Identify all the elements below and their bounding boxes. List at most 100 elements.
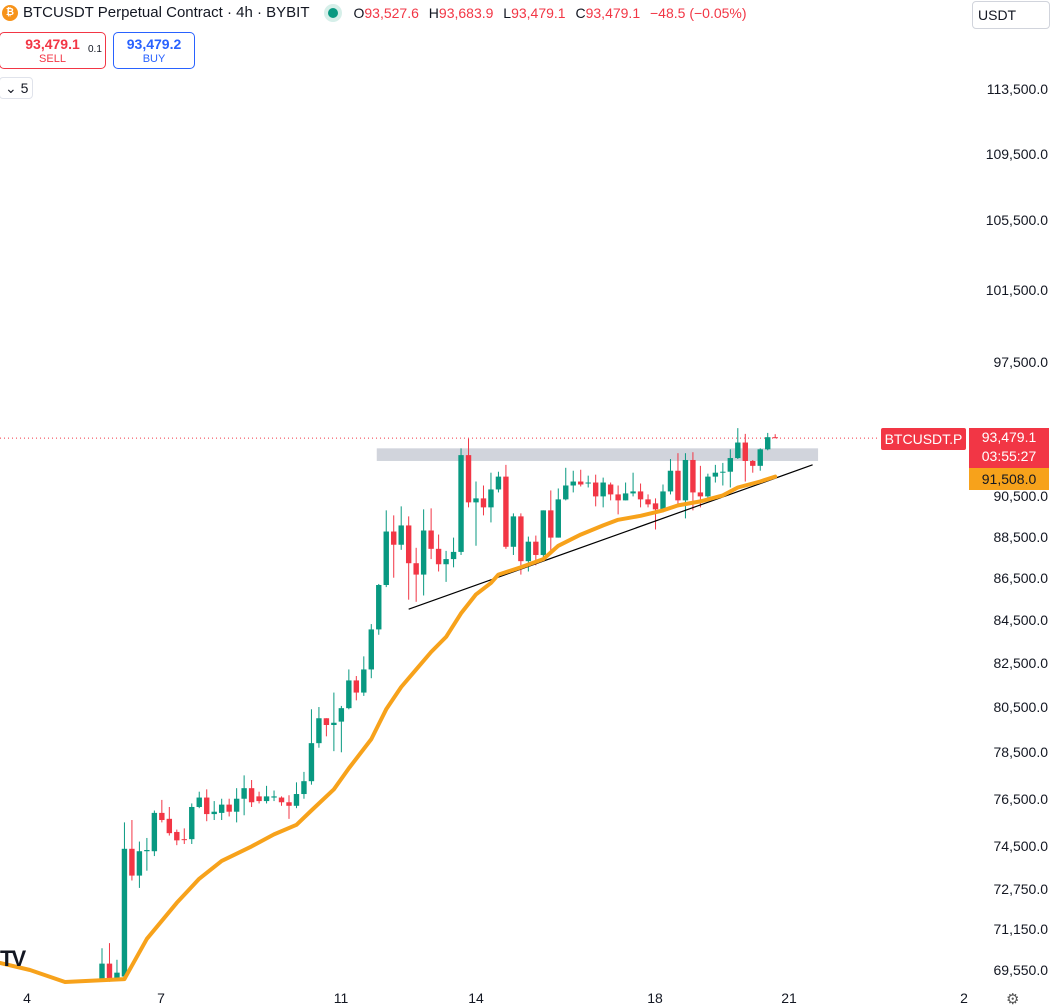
candle-body [682, 459, 689, 501]
trendline [408, 464, 813, 610]
candle-body [525, 541, 532, 562]
ohlc-values: O93,527.6 H93,683.9 L93,479.1 C93,479.1 … [353, 4, 747, 21]
candle-body [667, 470, 674, 492]
candle-body [278, 797, 285, 803]
candle-body [488, 489, 494, 508]
candle-body [518, 516, 524, 562]
market-status-icon [327, 7, 338, 18]
candle-body [256, 796, 262, 802]
candle-body [435, 548, 442, 565]
candle-body [473, 498, 479, 503]
candle-body [465, 455, 472, 503]
candle-body [293, 794, 300, 806]
candle-body [675, 470, 681, 501]
candle-body [607, 484, 614, 495]
price-tick-label: 97,500.0 [993, 354, 1049, 371]
candle-body [712, 472, 719, 477]
candle-body [151, 812, 158, 852]
candle-body [450, 551, 457, 560]
candle-body [308, 743, 315, 782]
time-tick-label: 2 [960, 990, 968, 1006]
time-tick-label: 11 [333, 990, 349, 1006]
candle-body [106, 963, 113, 980]
time-tick-label: 4 [23, 990, 31, 1006]
time-tick-label: 14 [468, 990, 484, 1006]
currency-select[interactable]: USDT [972, 1, 1050, 29]
candle-body [727, 458, 734, 472]
price-tick-label: 84,500.0 [993, 611, 1049, 628]
candle-body [398, 525, 404, 545]
candle-body [750, 460, 756, 466]
candle-body [765, 437, 771, 450]
symbol-title[interactable]: BTCUSDT Perpetual Contract · 4h · BYBIT [23, 4, 310, 21]
candle-body [510, 516, 517, 547]
candle-body [742, 442, 748, 461]
candle-body [735, 442, 741, 459]
candle-body [413, 563, 419, 575]
candle-body [159, 812, 165, 821]
resistance-zone [376, 448, 819, 461]
chevron-down-icon: ⌄ [5, 80, 17, 96]
price-change: −48.5 (−0.05%) [650, 4, 747, 21]
price-tick-label: 71,150.0 [993, 921, 1049, 938]
candle-body [144, 850, 150, 852]
candle-body [361, 669, 367, 693]
candle-body [458, 455, 464, 552]
candle-body [600, 482, 606, 497]
sell-button[interactable]: 93,479.1 SELL [0, 32, 106, 69]
candle-body [540, 510, 547, 555]
tradingview-logo: TV [0, 946, 26, 971]
candle-body [218, 804, 225, 813]
candle-body [316, 718, 322, 744]
candle-body [353, 680, 360, 693]
candle-body [420, 530, 427, 575]
candle-body [233, 798, 240, 812]
candle-body [114, 972, 120, 980]
candle-body [757, 449, 763, 466]
candle-body [548, 510, 554, 538]
candle-body [570, 481, 576, 486]
candle-body [690, 459, 696, 493]
candle-body [196, 797, 202, 807]
candle-body [563, 485, 569, 500]
candle-body [346, 680, 352, 709]
price-tick-label: 76,500.0 [993, 790, 1049, 807]
candle-body [503, 476, 509, 547]
candle-body [391, 531, 397, 545]
candle-body [772, 437, 778, 439]
ma-price-tag: 91,508.0 [969, 468, 1049, 490]
moving-average-line [0, 474, 778, 984]
price-tick-label: 101,500.0 [985, 282, 1048, 299]
candle-body [301, 781, 307, 795]
candle-body [211, 811, 217, 815]
candle-body [720, 471, 726, 473]
candle-body [495, 476, 502, 490]
candle-body [645, 499, 651, 505]
price-tick-label: 90,500.0 [993, 488, 1049, 505]
candle-body [705, 476, 711, 497]
candle-body [226, 804, 232, 812]
indicators-collapse-button[interactable]: ⌄ 5 [0, 77, 33, 99]
candle-body [652, 503, 659, 510]
time-tick-label: 7 [157, 990, 165, 1006]
price-tick-label: 88,500.0 [993, 528, 1049, 545]
candle-body [578, 481, 584, 485]
candle-body [263, 796, 270, 802]
candle-body [443, 559, 449, 565]
candle-body [555, 499, 561, 538]
candle-body [204, 797, 210, 815]
candle-body [241, 788, 247, 799]
chart-header: ₿ BTCUSDT Perpetual Contract · 4h · BYBI… [0, 4, 753, 21]
candle-body [383, 531, 389, 586]
candle-body [480, 498, 487, 508]
candle-body [592, 482, 599, 497]
price-tick-label: 74,500.0 [993, 838, 1049, 855]
settings-icon[interactable]: ⚙ [1006, 991, 1020, 1008]
time-tick-label: 18 [647, 990, 663, 1006]
candle-body [129, 848, 135, 876]
candle-body [622, 493, 629, 501]
candle-body [338, 708, 345, 722]
buy-button[interactable]: 93,479.2 BUY [113, 32, 195, 69]
candle-body [166, 818, 173, 834]
